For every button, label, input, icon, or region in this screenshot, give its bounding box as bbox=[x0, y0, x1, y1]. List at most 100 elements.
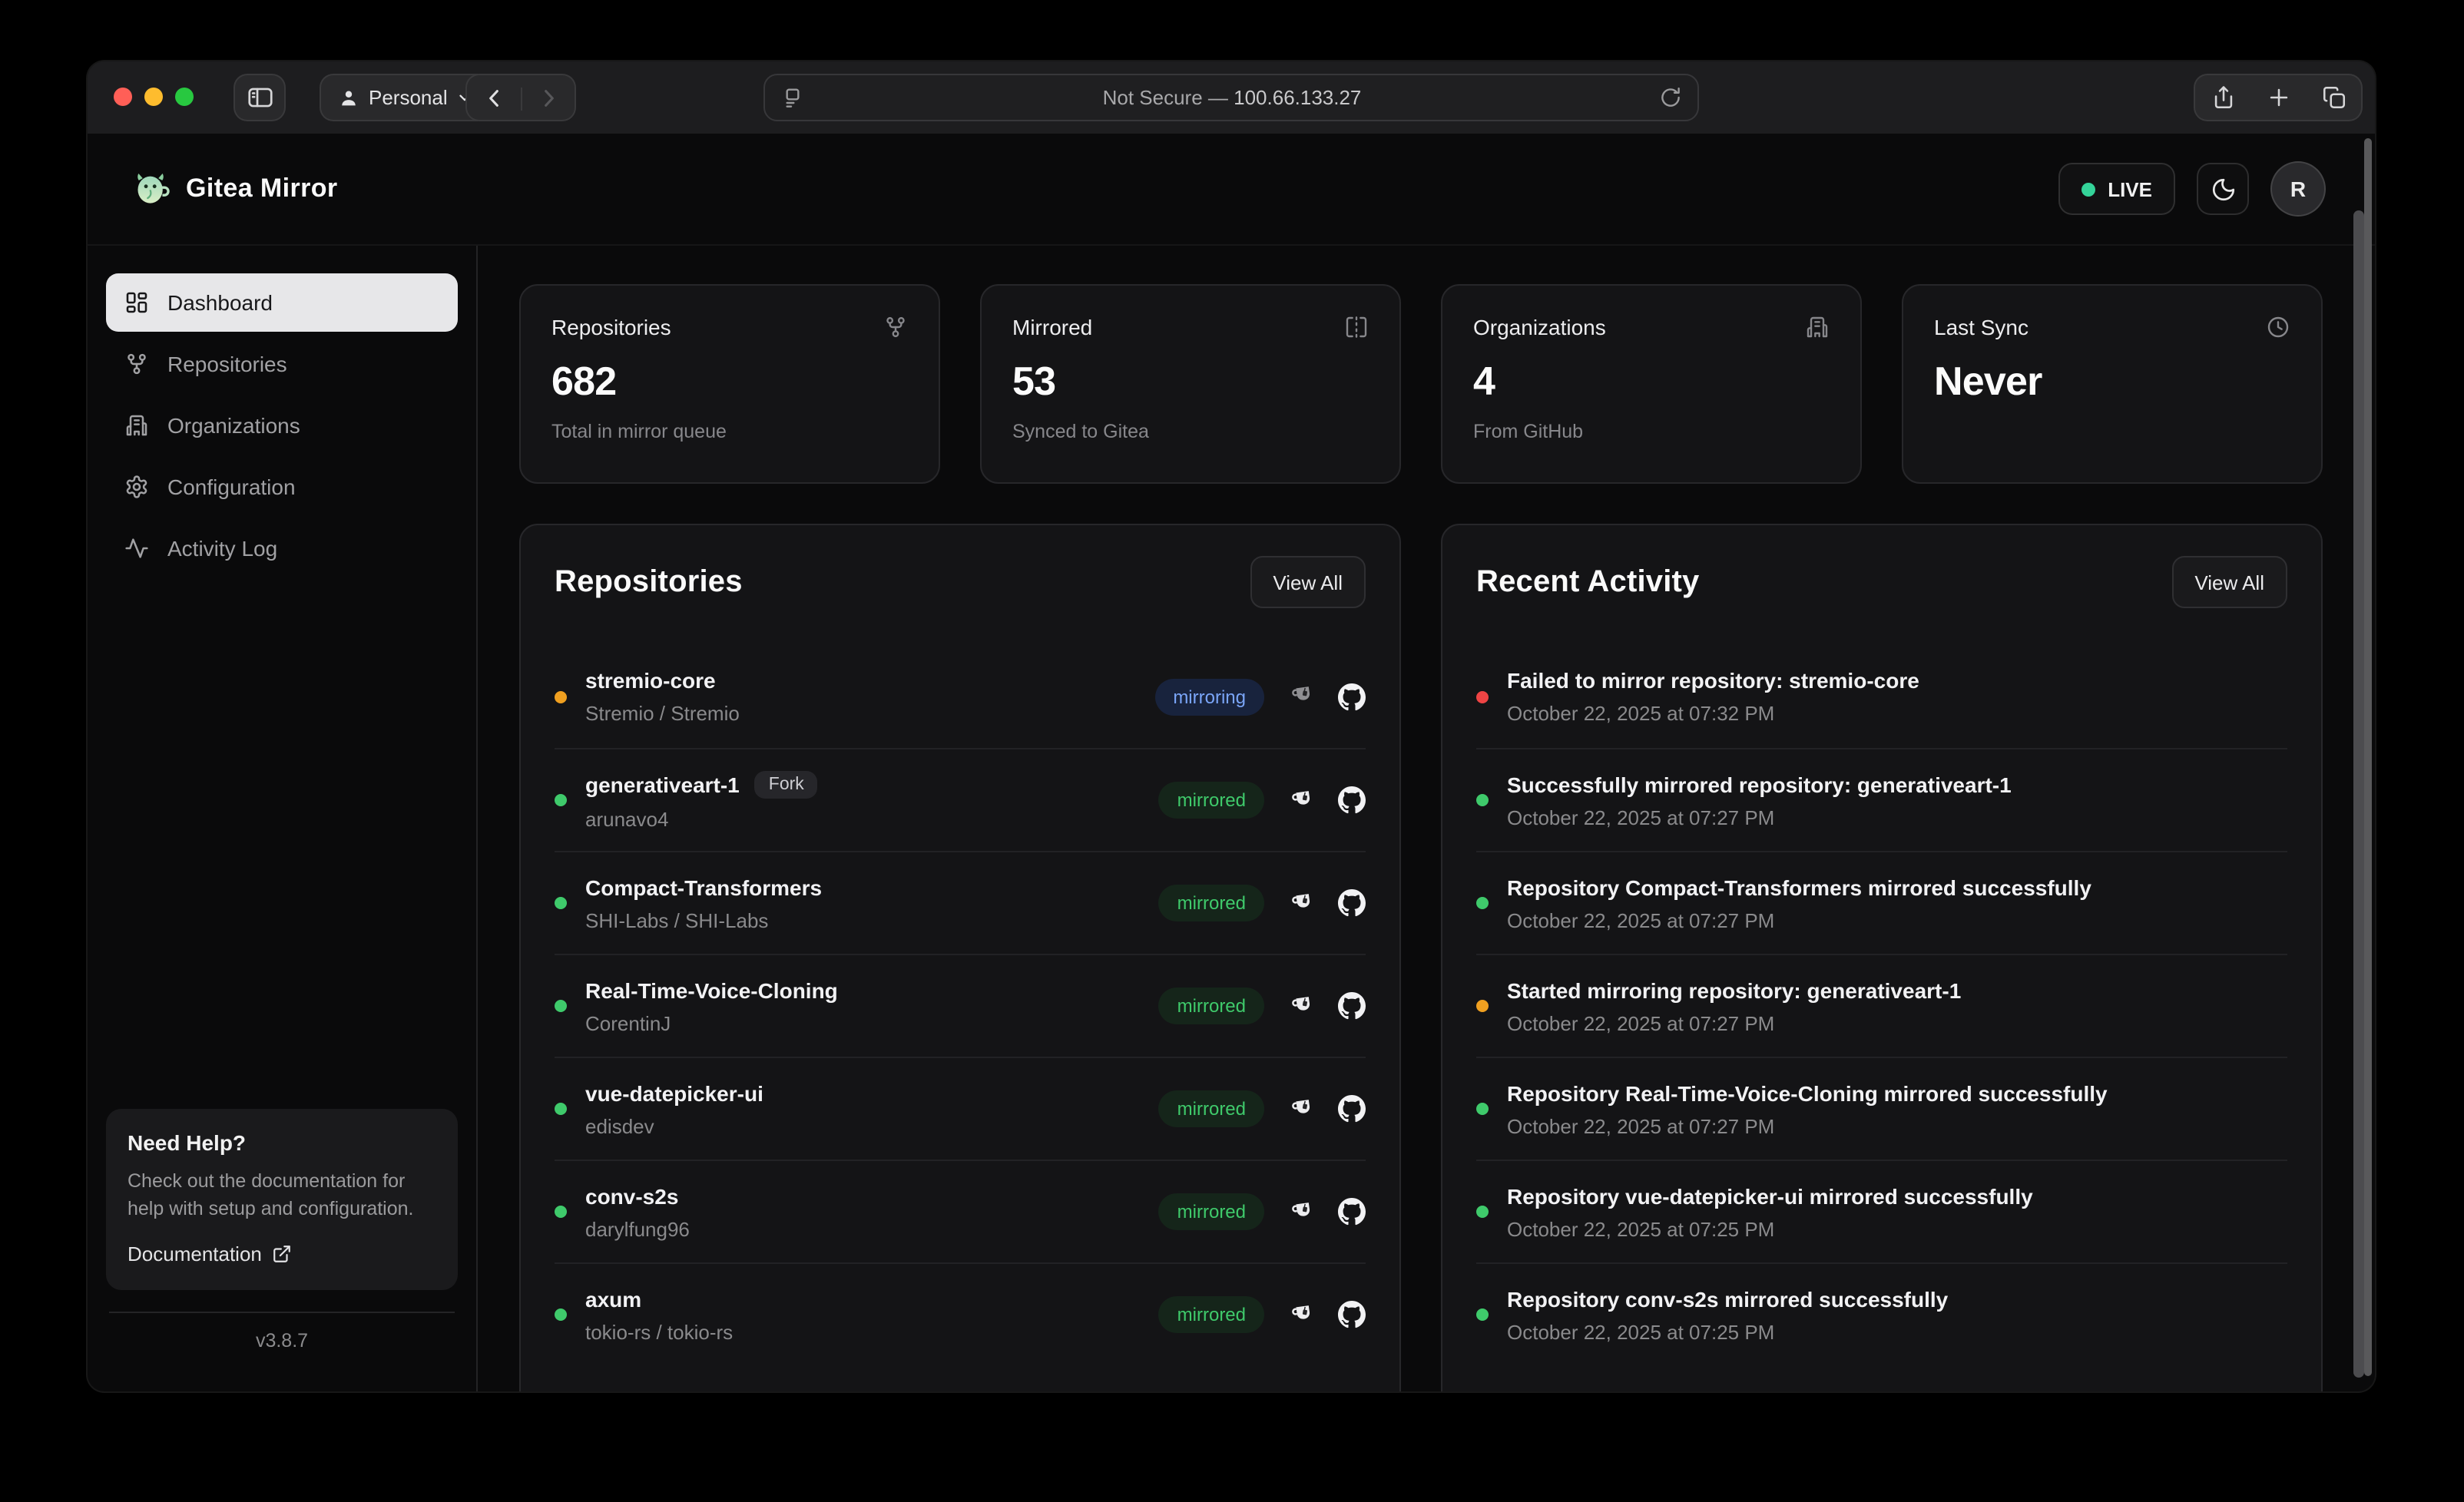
sidebar-toggle-button[interactable] bbox=[233, 74, 286, 121]
gitea-link-icon[interactable] bbox=[1289, 782, 1316, 818]
activity-status-dot bbox=[1476, 1000, 1489, 1012]
sidebar-item-label: Dashboard bbox=[167, 290, 273, 315]
user-avatar[interactable]: R bbox=[2270, 161, 2326, 217]
repo-name: Real-Time-Voice-Cloning bbox=[585, 978, 838, 1002]
repositories-view-all-button[interactable]: View All bbox=[1250, 556, 1366, 608]
activity-message: Successfully mirrored repository: genera… bbox=[1507, 772, 2012, 796]
activity-row: Repository vue-datepicker-ui mirrored su… bbox=[1476, 1160, 2287, 1262]
sidebar-item-label: Configuration bbox=[167, 475, 296, 499]
window-scrollbar[interactable] bbox=[2364, 138, 2372, 1376]
theme-toggle-button[interactable] bbox=[2197, 163, 2249, 215]
gitea-link-icon[interactable] bbox=[1289, 988, 1316, 1024]
sidebar-item-configuration[interactable]: Configuration bbox=[106, 458, 458, 516]
status-badge: mirroring bbox=[1154, 678, 1264, 715]
brand[interactable]: Gitea Mirror bbox=[131, 169, 338, 209]
gitea-link-icon[interactable] bbox=[1289, 1194, 1316, 1229]
repo-status-dot bbox=[555, 1206, 567, 1218]
activity-message: Repository conv-s2s mirrored successfull… bbox=[1507, 1286, 1949, 1311]
share-icon[interactable] bbox=[2210, 84, 2236, 111]
repo-row[interactable]: conv-s2s darylfung96 mirrored bbox=[555, 1160, 1366, 1262]
tab-overview-icon[interactable] bbox=[2320, 84, 2346, 111]
mirror-icon bbox=[1344, 315, 1369, 339]
activity-timestamp: October 22, 2025 at 07:25 PM bbox=[1507, 1217, 1775, 1240]
help-body: Check out the documentation for help wit… bbox=[128, 1170, 414, 1219]
minimize-window-button[interactable] bbox=[144, 88, 163, 106]
stat-value: Never bbox=[1934, 358, 2042, 404]
content-scrollbar[interactable] bbox=[2353, 210, 2364, 1378]
activity-row: Repository Real-Time-Voice-Cloning mirro… bbox=[1476, 1057, 2287, 1160]
profile-button[interactable]: Personal bbox=[320, 74, 492, 121]
activity-view-all-button[interactable]: View All bbox=[2171, 556, 2287, 608]
url-text: Not Secure — 100.66.133.27 bbox=[805, 86, 1659, 109]
activity-message: Failed to mirror repository: stremio-cor… bbox=[1507, 668, 1919, 693]
repo-row[interactable]: stremio-core Stremio / Stremio mirroring bbox=[555, 645, 1366, 748]
repo-owner: Stremio / Stremio bbox=[585, 702, 740, 725]
repo-name: vue-datepicker-ui bbox=[585, 1080, 763, 1105]
reload-icon[interactable] bbox=[1659, 86, 1682, 109]
activity-timestamp: October 22, 2025 at 07:25 PM bbox=[1507, 1320, 1775, 1343]
repo-status-dot bbox=[555, 1103, 567, 1115]
close-window-button[interactable] bbox=[114, 88, 132, 106]
gitea-link-icon[interactable] bbox=[1289, 1091, 1316, 1126]
zoom-window-button[interactable] bbox=[175, 88, 194, 106]
status-badge: mirrored bbox=[1158, 885, 1264, 921]
moon-icon bbox=[2211, 177, 2234, 200]
status-badge: mirrored bbox=[1158, 1193, 1264, 1230]
activity-row: Repository conv-s2s mirrored successfull… bbox=[1476, 1262, 2287, 1365]
github-link-icon[interactable] bbox=[1338, 1301, 1366, 1328]
github-link-icon[interactable] bbox=[1338, 889, 1366, 917]
stat-title: Mirrored bbox=[1012, 315, 1093, 339]
activity-timestamp: October 22, 2025 at 07:27 PM bbox=[1507, 1114, 1775, 1137]
repo-status-dot bbox=[555, 1308, 567, 1321]
repo-row[interactable]: axum tokio-rs / tokio-rs mirrored bbox=[555, 1262, 1366, 1365]
avatar-initial: R bbox=[2290, 177, 2307, 201]
toolbar-actions bbox=[2194, 74, 2363, 121]
repo-row[interactable]: generativeart-1 Fork arunavo4 mirrored bbox=[555, 748, 1366, 851]
github-link-icon[interactable] bbox=[1338, 683, 1366, 710]
sidebar-item-repositories[interactable]: Repositories bbox=[106, 335, 458, 393]
forward-button[interactable] bbox=[535, 85, 560, 110]
recent-activity-panel: Recent Activity View All Failed to mirro… bbox=[1441, 524, 2323, 1391]
profile-label: Personal bbox=[369, 86, 448, 109]
repo-row[interactable]: Compact-Transformers SHI-Labs / SHI-Labs… bbox=[555, 851, 1366, 954]
repo-owner: arunavo4 bbox=[585, 807, 669, 830]
history-nav-group bbox=[465, 74, 576, 121]
help-title: Need Help? bbox=[128, 1130, 247, 1155]
repo-row[interactable]: Real-Time-Voice-Cloning CorentinJ mirror… bbox=[555, 954, 1366, 1057]
repo-row[interactable]: vue-datepicker-ui edisdev mirrored bbox=[555, 1057, 1366, 1160]
repo-owner: darylfung96 bbox=[585, 1217, 690, 1240]
panels: Repositories View All stremio-core Strem… bbox=[519, 524, 2323, 1391]
browser-window: Personal Not Secure — 100. bbox=[88, 61, 2375, 1391]
address-bar[interactable]: Not Secure — 100.66.133.27 bbox=[763, 74, 1699, 121]
documentation-link[interactable]: Documentation bbox=[128, 1242, 436, 1265]
repo-owner: CorentinJ bbox=[585, 1011, 671, 1034]
activity-row: Successfully mirrored repository: genera… bbox=[1476, 748, 2287, 851]
back-button[interactable] bbox=[482, 85, 506, 110]
github-link-icon[interactable] bbox=[1338, 786, 1366, 814]
person-icon bbox=[342, 90, 356, 105]
sidebar-item-activity-log[interactable]: Activity Log bbox=[106, 519, 458, 577]
git-fork-icon bbox=[883, 315, 908, 339]
page-format-icon[interactable] bbox=[780, 85, 805, 110]
sidebar-item-dashboard[interactable]: Dashboard bbox=[106, 273, 458, 332]
window-controls bbox=[114, 88, 194, 106]
github-link-icon[interactable] bbox=[1338, 1095, 1366, 1123]
live-status-button[interactable]: LIVE bbox=[2058, 163, 2175, 215]
github-link-icon[interactable] bbox=[1338, 1198, 1366, 1226]
clock-icon bbox=[2266, 315, 2290, 339]
panel-title: Recent Activity bbox=[1476, 564, 1700, 598]
sidebar-item-organizations[interactable]: Organizations bbox=[106, 396, 458, 455]
activity-status-dot bbox=[1476, 690, 1489, 703]
activity-icon bbox=[124, 536, 149, 561]
repo-status-dot bbox=[555, 1000, 567, 1012]
stat-subtitle: Total in mirror queue bbox=[551, 421, 727, 442]
github-link-icon[interactable] bbox=[1338, 992, 1366, 1020]
gitea-link-icon[interactable] bbox=[1289, 885, 1316, 921]
gitea-link-icon[interactable] bbox=[1289, 1297, 1316, 1332]
app-header: Gitea Mirror LIVE R bbox=[88, 134, 2375, 246]
stat-subtitle: Synced to Gitea bbox=[1012, 421, 1149, 442]
gitea-link-icon[interactable] bbox=[1289, 679, 1316, 714]
new-tab-icon[interactable] bbox=[2265, 84, 2291, 111]
repo-name: Compact-Transformers bbox=[585, 875, 823, 899]
